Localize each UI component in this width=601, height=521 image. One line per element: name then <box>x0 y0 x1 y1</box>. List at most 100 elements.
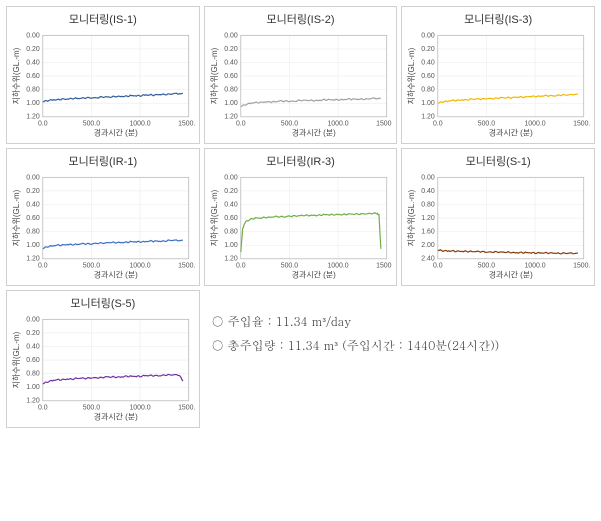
svg-text:경과시간 (분): 경과시간 (분) <box>94 270 138 280</box>
chart-panel-IS-2: 모니터링(IS-2) 0.00 0.20 0.40 0.60 0.80 1.00 1.200.… <box>204 6 398 144</box>
svg-text:0.40: 0.40 <box>224 59 238 66</box>
svg-text:0.00: 0.00 <box>26 32 40 39</box>
svg-text:지하수위(GL.-m): 지하수위(GL.-m) <box>209 189 219 246</box>
svg-text:1500.0: 1500.0 <box>376 263 393 270</box>
chart-panel-IS-3: 모니터링(IS-3)0.000.200.400.600.801.001.200.… <box>401 6 595 144</box>
svg-text:1.00: 1.00 <box>224 100 238 107</box>
svg-text:0.40: 0.40 <box>26 201 40 208</box>
svg-text:2.00: 2.00 <box>422 242 436 249</box>
svg-text:1.00: 1.00 <box>26 242 40 249</box>
svg-text:0.0: 0.0 <box>38 263 48 270</box>
svg-text:0.80: 0.80 <box>224 87 238 94</box>
chart-panel-IS-1: 모니터링(IS-1)0.000.200.400.600.801.001.200.… <box>6 6 200 144</box>
svg-text:1.20: 1.20 <box>224 256 238 263</box>
svg-text:0.0: 0.0 <box>433 263 443 270</box>
svg-text:1000.0: 1000.0 <box>327 121 348 128</box>
svg-text:경과시간 (분): 경과시간 (분) <box>291 128 335 138</box>
chart-title: 모니터링(IS-1) <box>11 11 195 27</box>
svg-text:0.80: 0.80 <box>422 87 436 94</box>
svg-text:지하수위(GL.-m): 지하수위(GL.-m) <box>11 47 21 104</box>
svg-text:0.60: 0.60 <box>224 73 238 80</box>
svg-text:500.0: 500.0 <box>83 405 101 412</box>
svg-text:경과시간 (분): 경과시간 (분) <box>489 128 533 138</box>
chart-IR-1: 0.000.200.400.600.801.001.200.0500.01000… <box>11 171 195 281</box>
svg-text:0.00: 0.00 <box>422 174 436 181</box>
svg-text:500.0: 500.0 <box>83 121 101 128</box>
svg-text:1500.0: 1500.0 <box>178 121 195 128</box>
svg-text:0.0: 0.0 <box>433 121 443 128</box>
svg-text:0.60: 0.60 <box>224 215 238 222</box>
svg-text:0.40: 0.40 <box>224 201 238 208</box>
svg-text:지하수위(GL.-m): 지하수위(GL.-m) <box>406 189 416 246</box>
chart-panel-IR-3: 모니터링(IR-3)0.000.200.400.600.801.001.200.… <box>204 148 398 286</box>
chart-title: 모니터링(IS-2) <box>209 11 393 27</box>
svg-text:0.40: 0.40 <box>26 59 40 66</box>
svg-text:1000.0: 1000.0 <box>129 405 150 412</box>
svg-text:지하수위(GL.-m): 지하수위(GL.-m) <box>11 189 21 246</box>
svg-text:지하수위(GL.-m): 지하수위(GL.-m) <box>209 47 219 104</box>
svg-text:경과시간 (분): 경과시간 (분) <box>489 270 533 280</box>
chart-title: 모니터링(S-5) <box>11 295 195 311</box>
svg-text:1.20: 1.20 <box>26 256 40 263</box>
svg-text:0.00: 0.00 <box>26 316 40 323</box>
svg-text:1.00: 1.00 <box>224 242 238 249</box>
svg-text:1500.0: 1500.0 <box>376 121 393 128</box>
svg-text:1000.0: 1000.0 <box>129 121 150 128</box>
svg-text:지하수위(GL.-m): 지하수위(GL.-m) <box>406 47 416 104</box>
svg-text:500.0: 500.0 <box>478 121 496 128</box>
svg-text:1000.0: 1000.0 <box>525 121 546 128</box>
svg-text:0.00: 0.00 <box>224 32 238 39</box>
svg-text:1500.0: 1500.0 <box>178 263 195 270</box>
svg-text:지하수위(GL.-m): 지하수위(GL.-m) <box>11 331 21 388</box>
svg-text:1.20: 1.20 <box>26 398 40 405</box>
svg-text:2.40: 2.40 <box>422 256 436 263</box>
svg-text:0.0: 0.0 <box>38 405 48 412</box>
chart-IS-1: 0.000.200.400.600.801.001.200.0500.01000… <box>11 29 195 139</box>
svg-text:1.20: 1.20 <box>224 114 238 121</box>
svg-text:1.20: 1.20 <box>422 114 436 121</box>
svg-text:500.0: 500.0 <box>83 263 101 270</box>
svg-text:0.00: 0.00 <box>224 174 238 181</box>
svg-text:1.60: 1.60 <box>422 229 436 236</box>
svg-text:0.80: 0.80 <box>224 229 238 236</box>
svg-text:0.40: 0.40 <box>422 188 436 195</box>
svg-text:0.40: 0.40 <box>26 343 40 350</box>
svg-text:1.00: 1.00 <box>422 100 436 107</box>
svg-text:1000.0: 1000.0 <box>129 263 150 270</box>
svg-text:0.20: 0.20 <box>26 330 40 337</box>
svg-text:0.80: 0.80 <box>26 371 40 378</box>
svg-text:0.20: 0.20 <box>26 188 40 195</box>
chart-S-1: 0.00 0.40 0.80 1.20 1.60 2.00 2.400.0 500.0 1000… <box>406 171 590 281</box>
chart-title: 모니터링(IS-3) <box>406 11 590 27</box>
svg-text:0.20: 0.20 <box>26 46 40 53</box>
svg-text:500.0: 500.0 <box>478 263 496 270</box>
chart-panel-S-5: 모니터링(S-5)0.000.200.400.600.801.001.200.0… <box>6 290 200 428</box>
chart-panel-IR-1: 모니터링(IR-1)0.000.200.400.600.801.001.200.… <box>6 148 200 286</box>
svg-text:1.00: 1.00 <box>26 384 40 391</box>
svg-text:0.0: 0.0 <box>38 121 48 128</box>
svg-text:0.20: 0.20 <box>224 188 238 195</box>
svg-text:1.20: 1.20 <box>26 114 40 121</box>
svg-text:0.80: 0.80 <box>26 87 40 94</box>
svg-text:0.40: 0.40 <box>422 59 436 66</box>
total-injection-text: ○ 총주입량 : 11.34 m³ (주입시간 : 1440분(24시간)) <box>212 334 587 358</box>
svg-text:0.00: 0.00 <box>422 32 436 39</box>
svg-text:1500.0: 1500.0 <box>178 405 195 412</box>
svg-text:500.0: 500.0 <box>280 263 298 270</box>
chart-panel-S-1: 모니터링(S-1)0.000.400.801.201.602.002.400.0… <box>401 148 595 286</box>
chart-IR-3: 0.000.200.400.600.801.001.200.0500.01000… <box>209 171 393 281</box>
svg-text:1000.0: 1000.0 <box>525 263 546 270</box>
svg-text:1500.0: 1500.0 <box>573 121 590 128</box>
svg-text:0.60: 0.60 <box>26 215 40 222</box>
svg-text:1.00: 1.00 <box>26 100 40 107</box>
svg-text:0.20: 0.20 <box>224 46 238 53</box>
svg-text:경과시간 (분): 경과시간 (분) <box>291 270 335 280</box>
svg-text:0.80: 0.80 <box>26 229 40 236</box>
svg-text:0.80: 0.80 <box>422 201 436 208</box>
chart-title: 모니터링(IR-1) <box>11 153 195 169</box>
chart-S-5: 0.000.200.400.600.801.001.200.0500.01000… <box>11 313 195 423</box>
svg-text:0.0: 0.0 <box>236 121 246 128</box>
svg-text:0.60: 0.60 <box>422 73 436 80</box>
svg-text:1.20: 1.20 <box>422 215 436 222</box>
chart-IS-2: 0.000.200.400.600.801.001.200.0500.01000… <box>209 29 393 139</box>
